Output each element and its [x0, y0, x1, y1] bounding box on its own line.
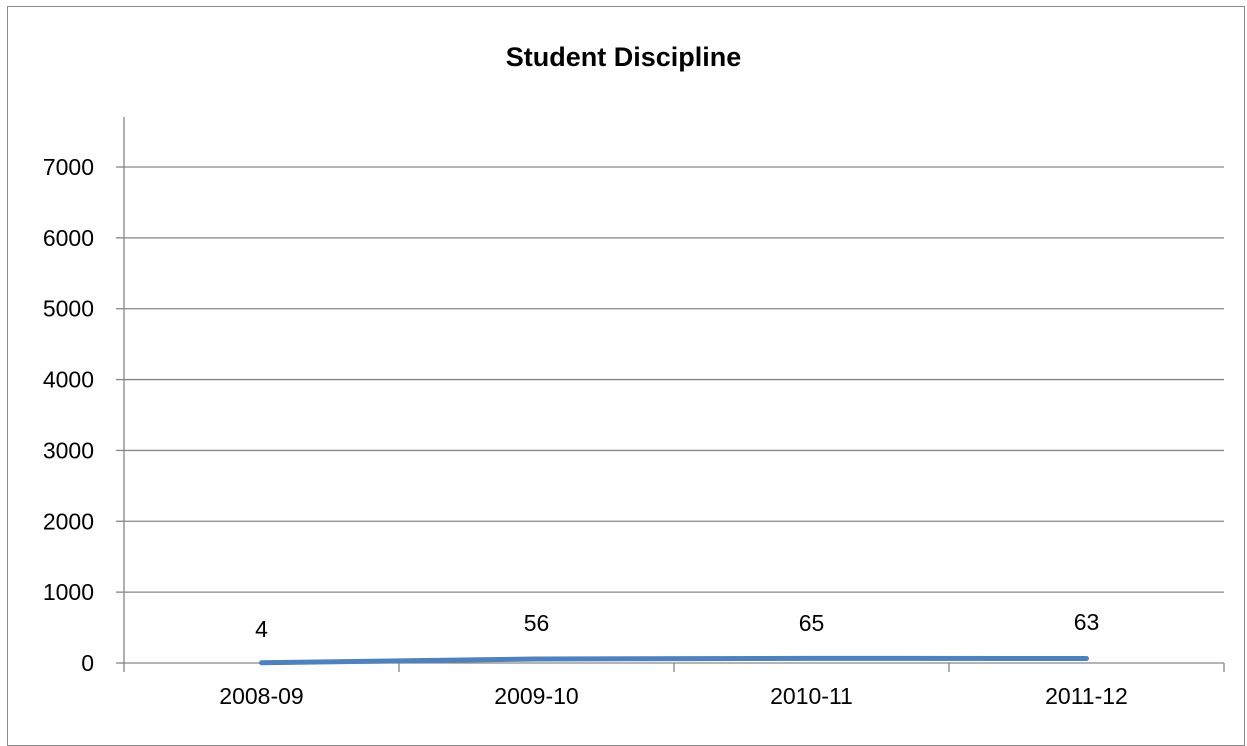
y-tick-label: 5000	[43, 296, 94, 322]
x-tick-label: 2008-09	[219, 683, 303, 709]
y-tick-label: 7000	[43, 154, 94, 180]
x-tick-label: 2009-10	[494, 683, 578, 709]
x-tick-labels: 2008-09 2009-10 2010-11 2011-12	[219, 683, 1128, 709]
data-label: 56	[524, 610, 550, 636]
data-label: 4	[255, 616, 268, 642]
y-tick-labels: 0 1000 2000 3000 4000 5000 6000 7000	[43, 154, 94, 676]
y-tick-label: 3000	[43, 437, 94, 463]
axes	[116, 117, 1224, 672]
y-tick-label: 0	[81, 650, 94, 676]
series	[261, 658, 1086, 663]
data-label: 65	[799, 610, 825, 636]
x-tick-label: 2010-11	[770, 683, 853, 709]
y-tick-label: 6000	[43, 225, 94, 251]
data-labels: 4 56 65 63	[255, 609, 1099, 642]
y-tick-label: 4000	[43, 367, 94, 393]
y-tick-label: 1000	[43, 579, 94, 605]
series-line	[262, 658, 1087, 662]
gridlines	[124, 167, 1224, 592]
data-label: 63	[1074, 609, 1100, 635]
y-tick-label: 2000	[43, 508, 94, 534]
x-tick-label: 2011-12	[1045, 683, 1128, 709]
